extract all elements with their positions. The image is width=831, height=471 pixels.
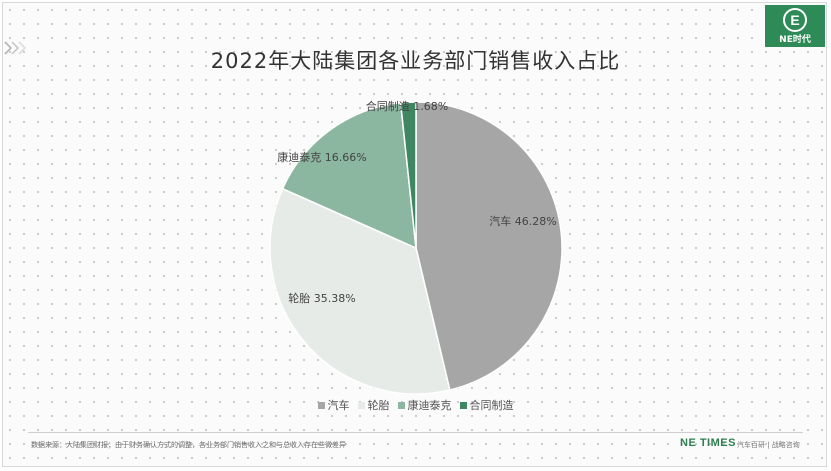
data-label-2: 轮胎 35.38%: [288, 291, 355, 305]
pie-slice-2: [269, 187, 451, 395]
logo-mark: E: [790, 12, 799, 28]
chart-legend: 汽车 轮胎 康迪泰克 合同制造: [0, 397, 831, 413]
ne-times-logo-icon: E NE时代: [765, 5, 825, 47]
footer-brand: NE TIMES: [680, 437, 736, 449]
data-label-4: 合同制造 1.68%: [366, 99, 448, 113]
footer-tagline: 汽车百研 | 战略咨询: [737, 441, 800, 449]
pie-slice-4: [399, 101, 417, 249]
chevron-decoration-icon: [4, 41, 26, 55]
legend-item-1: 汽车: [317, 397, 350, 413]
logo-text: NE时代: [779, 33, 811, 45]
footer-divider: [28, 432, 803, 433]
legend-label: 合同制造: [469, 399, 514, 412]
data-label-3: 康迪泰克 16.66%: [277, 150, 366, 164]
chart-title: 2022年大陆集团各业务部门销售收入占比: [210, 49, 621, 73]
legend-swatch-icon: [317, 401, 325, 409]
pie-slice-1: [415, 101, 563, 391]
legend-label: 康迪泰克: [407, 399, 452, 412]
data-source-note: 数据来源：大陆集团财报；由于财务确认方式的调整，各业务部门销售收入之和与总收入存…: [31, 441, 346, 449]
legend-swatch-icon: [459, 401, 467, 409]
legend-item-2: 轮胎: [357, 397, 390, 413]
legend-item-4: 合同制造: [459, 397, 514, 413]
legend-swatch-icon: [357, 401, 365, 409]
legend-label: 轮胎: [367, 399, 390, 412]
data-label-1: 汽车 46.28%: [489, 214, 556, 228]
legend-swatch-icon: [397, 401, 405, 409]
legend-label: 汽车: [327, 399, 350, 412]
legend-item-3: 康迪泰克: [397, 397, 452, 413]
pie-slice-3: [281, 101, 417, 250]
